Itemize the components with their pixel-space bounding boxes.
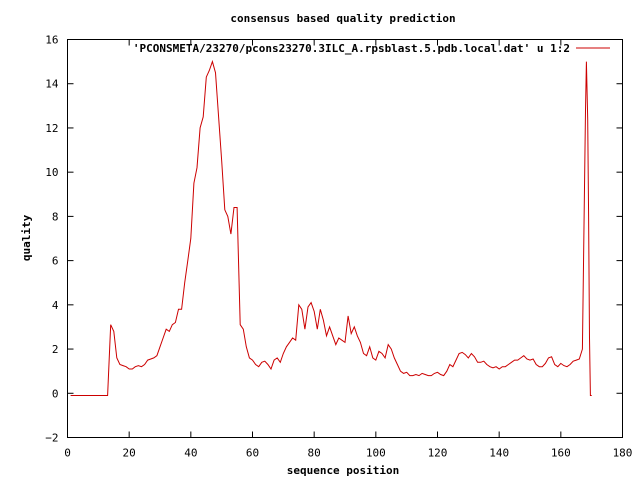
x-axis-label: sequence position bbox=[287, 464, 400, 477]
x-tick-label: 40 bbox=[184, 447, 197, 460]
x-tick-label: 100 bbox=[366, 447, 386, 460]
x-tick-label: 180 bbox=[613, 447, 633, 460]
y-tick-label: −2 bbox=[45, 432, 58, 445]
x-tick-label: 80 bbox=[308, 447, 321, 460]
y-tick-label: 6 bbox=[52, 255, 59, 268]
chart-title: consensus based quality prediction bbox=[230, 12, 455, 25]
y-tick-label: 10 bbox=[45, 166, 58, 179]
legend-entry-label: 'PCONSMETA/23270/pcons23270.3ILC_A.rpsbl… bbox=[133, 42, 570, 55]
y-tick-label: 14 bbox=[45, 78, 59, 91]
x-tick-label: 20 bbox=[123, 447, 136, 460]
plot-frame bbox=[67, 39, 623, 438]
y-tick-label: 4 bbox=[52, 299, 59, 312]
x-tick-label: 60 bbox=[246, 447, 259, 460]
series-line-quality bbox=[70, 59, 592, 396]
y-tick-label: 0 bbox=[52, 387, 59, 400]
x-axis: 0 20 40 60 80 100 120 140 160 180 bbox=[64, 39, 633, 460]
y-tick-label: 2 bbox=[52, 343, 59, 356]
y-axis: −2 0 2 4 6 8 10 12 14 16 bbox=[45, 34, 623, 445]
x-tick-label: 160 bbox=[551, 447, 571, 460]
legend: 'PCONSMETA/23270/pcons23270.3ILC_A.rpsbl… bbox=[133, 42, 610, 55]
y-axis-label: quality bbox=[20, 214, 33, 261]
x-tick-label: 140 bbox=[489, 447, 509, 460]
x-tick-label: 0 bbox=[64, 447, 71, 460]
y-tick-label: 16 bbox=[45, 34, 58, 47]
y-tick-label: 12 bbox=[45, 122, 58, 135]
x-tick-label: 120 bbox=[428, 447, 448, 460]
y-tick-label: 8 bbox=[52, 210, 59, 223]
